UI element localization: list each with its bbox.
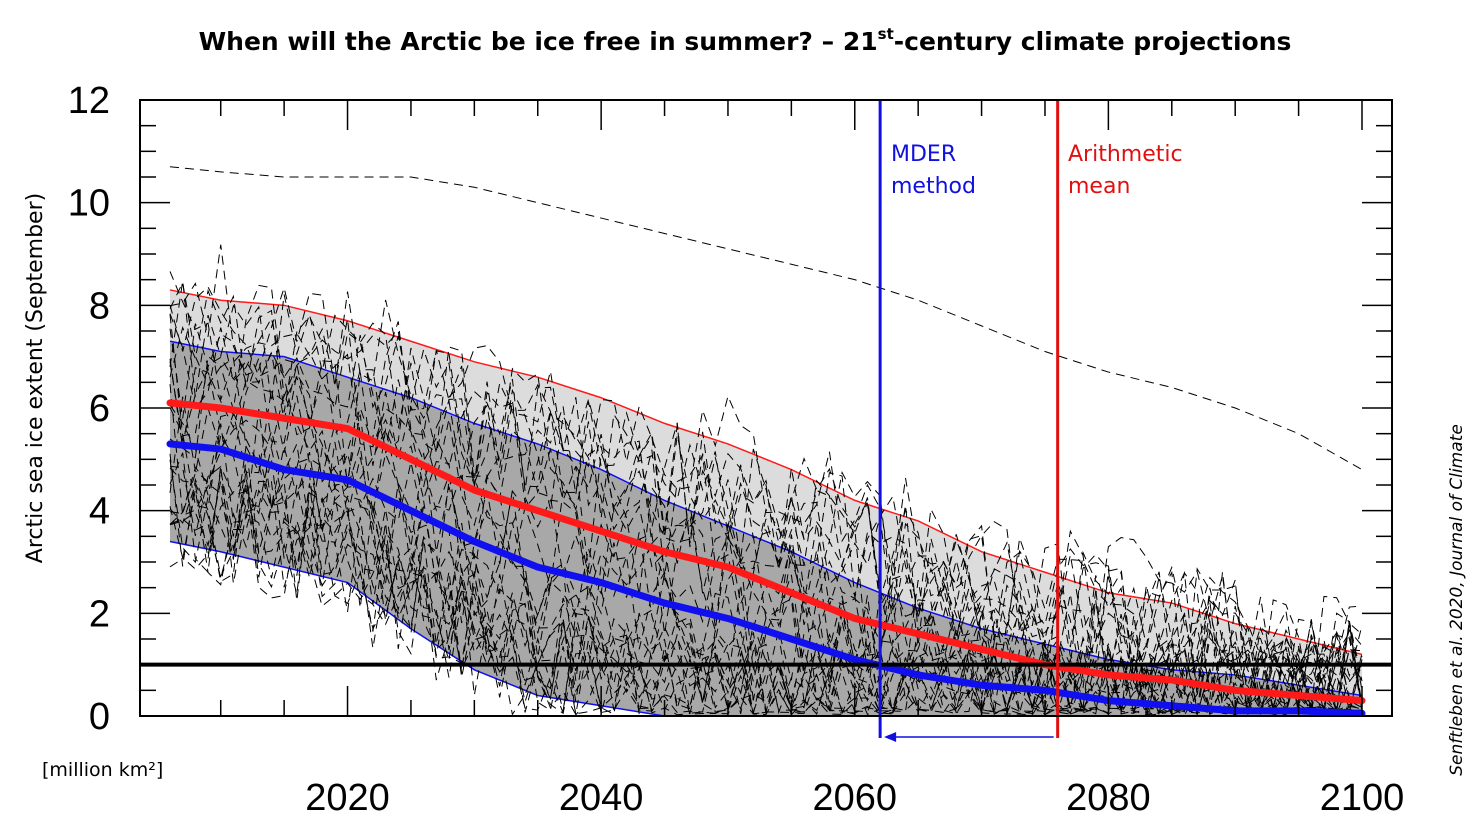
x-tick-labels: 2020 2040 2060 2080 2100 [305,777,1404,819]
model-line [169,314,1363,713]
model-line [169,392,1363,717]
model-line [169,280,1363,712]
y-tick-label: 0 [89,696,110,738]
ice-free-year-markers [878,100,1060,742]
model-line [169,408,1363,712]
mder-label-line1: MDER [891,142,956,167]
model-line [169,452,1363,716]
model-line [169,489,1363,716]
x-tick-label: 2040 [559,777,644,819]
model-line-highest [169,166,1363,471]
y-axis-unit: [million km²] [42,759,163,781]
model-line [169,289,1363,713]
model-line [169,452,1363,716]
model-line [169,407,1363,717]
source-credit: Senftleben et al. 2020, Journal of Clima… [1447,424,1467,776]
y-tick-label: 10 [68,183,110,225]
mean-label-line1: Arithmetic [1068,142,1183,167]
x-tick-label: 2060 [812,777,897,819]
axes-frame [139,99,1393,717]
chart-title: When will the Arctic be ice free in summ… [199,25,1292,56]
spread-band-1-upper-edge [169,289,1363,656]
y-tick-label: 8 [89,285,110,327]
x-tick-label: 2100 [1320,777,1405,819]
y-tick-labels: 0 2 4 6 8 10 12 [68,80,110,738]
mder-line [166,440,1366,717]
x-tick-label: 2020 [305,777,390,819]
model-line [169,476,1363,716]
y-axis-label: Arctic sea ice extent (September) [23,193,48,563]
model-line [169,244,1363,706]
y-tick-label: 12 [68,80,110,122]
model-line [169,323,1363,716]
series-lines [166,399,1366,717]
model-line [169,355,1363,716]
model-line [169,480,1363,716]
arithmetic-mean-line [166,399,1366,705]
y-tick-label: 4 [89,491,110,533]
y-tick-label: 2 [89,593,110,635]
model-line [169,313,1363,716]
mean-label-line2: mean [1068,174,1130,199]
model-line [169,280,1363,710]
y-tick-label: 6 [89,388,110,430]
x-tick-label: 2080 [1066,777,1151,819]
model-line [169,459,1363,717]
mder-label-line2: method [891,174,976,199]
model-line [169,445,1363,715]
shift-arrow-head [884,732,897,742]
